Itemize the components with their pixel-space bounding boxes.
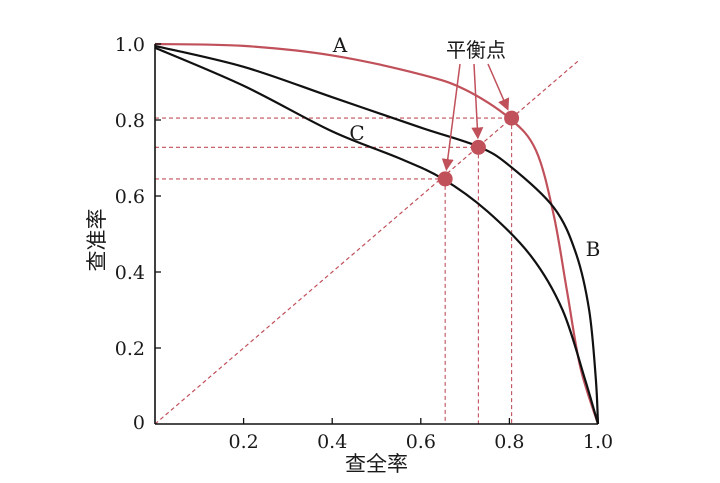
break-even-markers [437,110,520,187]
break-even-point [470,139,486,155]
x-axis-title: 查全率 [345,452,408,476]
break-even-point [504,110,520,126]
annotation-arrow [471,63,484,140]
x-tick-label: 1.0 [583,431,613,453]
x-tick-label: 0.2 [228,431,258,453]
annotation-arrows [441,63,510,171]
annotation-arrow [441,63,461,171]
y-tick-label: 0.4 [115,262,145,284]
x-tick-label: 0.8 [494,431,524,453]
x-tick-label: 0.4 [317,431,347,453]
y-axis-ticks: 0.2 0.4 0.6 0.8 1.0 [115,34,161,360]
origin-tick-label: 0 [133,412,145,434]
y-axis-title: 查准率 [85,209,109,272]
y-tick-label: 1.0 [115,34,145,56]
break-even-annotation: 平衡点 [446,38,506,62]
y-tick-label: 0.6 [115,186,145,208]
y-tick-label: 0.2 [115,338,145,360]
curve-label-b: B [586,237,601,261]
curve-c [154,46,600,425]
y-tick-label: 0.8 [115,110,145,132]
annotation-arrow [487,63,510,111]
curve-labels: A B C [332,33,601,261]
break-even-guides [155,117,513,424]
curve-label-c: C [349,121,364,145]
break-even-point [437,171,453,187]
curve-label-a: A [332,33,348,57]
x-axis-ticks: 0.2 0.4 0.6 0.8 1.0 [228,418,613,453]
x-tick-label: 0.6 [406,431,436,453]
curve-b [154,44,600,425]
